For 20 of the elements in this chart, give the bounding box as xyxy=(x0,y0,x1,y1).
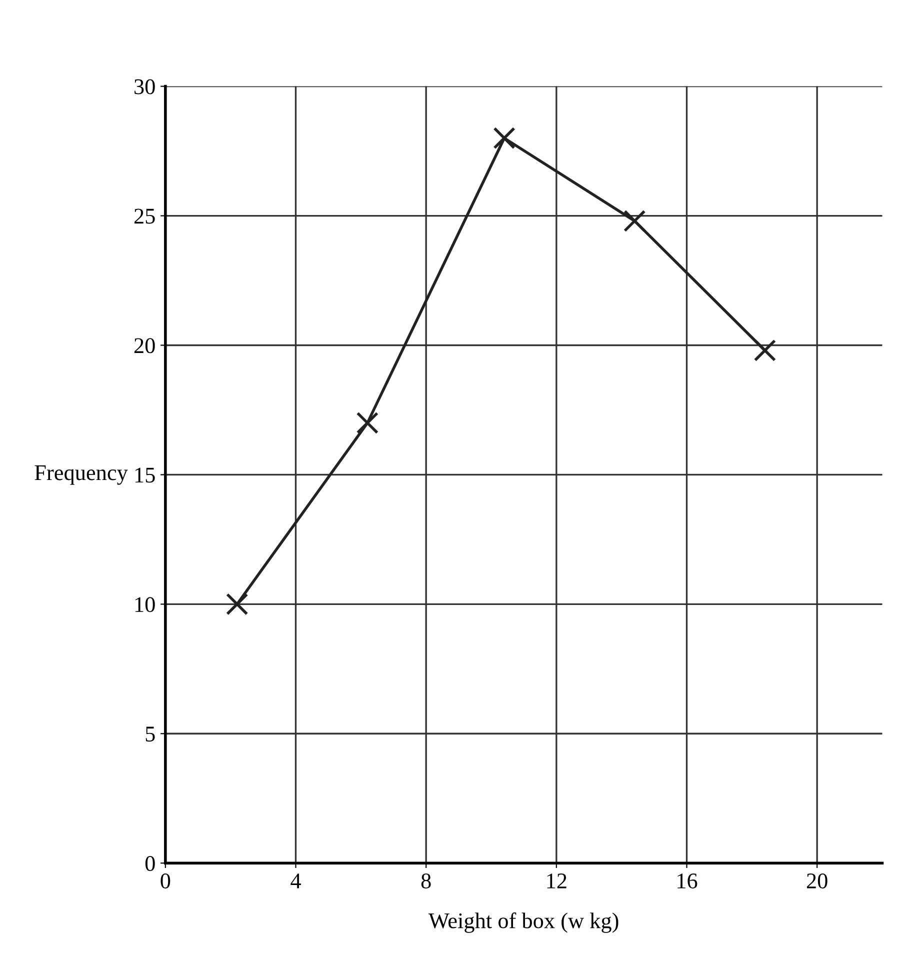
y-tick-label: 20 xyxy=(134,338,155,354)
point xyxy=(356,412,379,434)
x-axis-title: Weight of box (w kg) xyxy=(428,912,618,933)
y-tick-label: 30 xyxy=(134,79,155,94)
y-tick-label: 0 xyxy=(145,856,155,872)
x-tick-label: 0 xyxy=(160,873,170,888)
y-tick-label: 10 xyxy=(135,597,155,612)
x-tick-label: 20 xyxy=(806,873,828,888)
y-tick-label: 5 xyxy=(146,726,155,742)
point xyxy=(226,593,248,616)
x-tick-label: 4 xyxy=(290,874,301,888)
x-tick-label: 12 xyxy=(547,874,566,888)
x-tick-label: 8 xyxy=(421,873,431,888)
point xyxy=(754,339,776,362)
x-tick-label: 16 xyxy=(678,874,698,888)
point xyxy=(493,126,516,150)
y-tick-label: 25 xyxy=(134,208,155,224)
point xyxy=(624,210,646,232)
y-axis-title: Frequency xyxy=(34,465,128,485)
y-tick-label: 15 xyxy=(135,468,155,483)
